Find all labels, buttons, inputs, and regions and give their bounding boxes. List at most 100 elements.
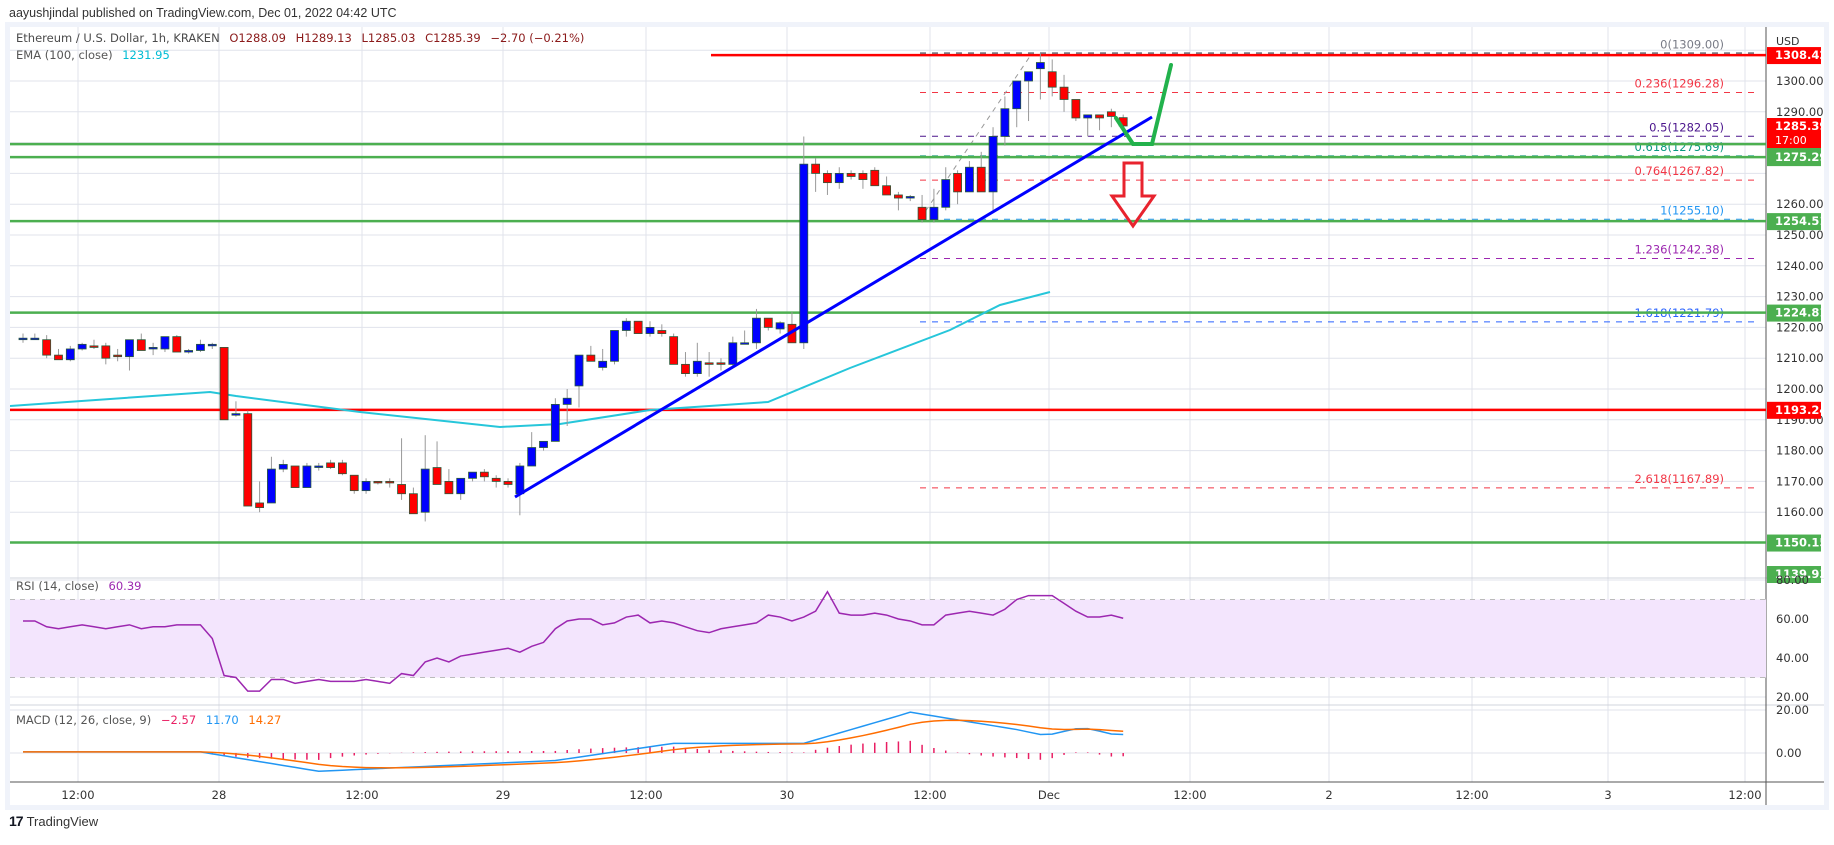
rsi-tick: 20.00 [1776, 690, 1809, 704]
price-tick: 1170.00 [1776, 474, 1824, 488]
candle-body [18, 337, 28, 341]
candle-body [361, 480, 371, 492]
candle-body [479, 471, 489, 478]
symbol-legend: Ethereum / U.S. Dollar, 1h, KRAKEN O1288… [16, 31, 590, 45]
level-price-tag [1767, 401, 1821, 419]
price-chart[interactable]: 0(1309.00) 0.236(1296.28) 0.5(1282.05) 0.61… [10, 27, 1824, 805]
candle-body [1035, 62, 1045, 70]
bullish-arrow-icon [1114, 63, 1173, 146]
candle-body [136, 339, 146, 351]
level-price-tag [1767, 304, 1821, 322]
price-tick: 1210.00 [1776, 351, 1824, 365]
candle-body [669, 336, 679, 365]
candle-body [586, 354, 596, 362]
level-price-tag-text: 1193.24 [1775, 403, 1824, 417]
ohlc-change: −2.70 (−0.21%) [490, 31, 585, 45]
candle-body [941, 179, 951, 208]
fib-level-label: 0.618(1275.69) [1635, 140, 1724, 154]
ohlc-close: C1285.39 [425, 31, 481, 45]
candle-body [125, 339, 134, 358]
level-price-tag-text: 1308.42 [1775, 48, 1824, 62]
candle-body [1012, 80, 1022, 110]
candle-body [54, 354, 63, 361]
candle-body [148, 347, 158, 350]
candle-body [160, 336, 170, 350]
candle-body [929, 206, 939, 220]
fib-level-label: 1(1255.10) [1660, 203, 1724, 217]
candle-body [1083, 114, 1093, 119]
candle-body [1095, 114, 1104, 119]
candle-body [704, 362, 714, 365]
price-tick: 1260.00 [1776, 197, 1824, 211]
rsi-label: RSI (14, close) [16, 579, 99, 593]
candle-body [976, 166, 986, 193]
ema-legend: EMA (100, close) 1231.95 [16, 48, 176, 62]
candle-body [917, 206, 927, 220]
time-tick: 12:00 [629, 788, 662, 802]
candle-body [42, 339, 52, 356]
candle-body [302, 465, 312, 488]
candle-body [633, 320, 643, 334]
candle-body [527, 447, 537, 467]
candle-body [172, 336, 182, 353]
candle-body [539, 440, 548, 448]
candle-body [574, 354, 584, 387]
trendline[interactable] [514, 115, 1153, 499]
candle-body [988, 136, 998, 193]
macd-label: MACD (12, 26, close, 9) [16, 713, 152, 727]
candle-body [681, 363, 690, 374]
candle-body [1059, 86, 1069, 100]
level-price-tag-text: 1150.15 [1775, 536, 1824, 550]
time-tick: 12:00 [61, 788, 94, 802]
candle-body [858, 172, 868, 180]
candle-body [562, 397, 572, 405]
symbol-label: Ethereum / U.S. Dollar, 1h, KRAKEN [16, 31, 220, 45]
candle-body [30, 337, 40, 341]
candle-body [408, 493, 418, 515]
level-price-tag-text: 1275.29 [1775, 150, 1824, 164]
candle-body [255, 502, 265, 508]
chart-area[interactable]: 0(1309.00) 0.236(1296.28) 0.5(1282.05) 0.61… [10, 27, 1824, 805]
candle-body [763, 317, 773, 328]
fib-level-label: 0(1309.00) [1660, 37, 1724, 51]
candle-body [894, 194, 903, 199]
candle-body [349, 474, 359, 492]
candle-body [823, 172, 832, 184]
fib-level-label: 0.236(1296.28) [1635, 76, 1724, 90]
candle-body [882, 185, 891, 196]
candle-body [113, 354, 123, 358]
level-price-tag [1767, 149, 1821, 167]
rsi-tick: 80.00 [1776, 573, 1809, 587]
candle-body [1000, 108, 1010, 137]
candle-body [1024, 71, 1033, 82]
fib-level-label: 1.236(1242.38) [1635, 242, 1724, 256]
candle-body [432, 467, 442, 485]
candle-body [278, 464, 288, 470]
candle-body [834, 172, 844, 184]
footer: 17 TradingView [9, 813, 98, 829]
countdown-text: 17:00 [1775, 134, 1807, 147]
level-price-tag-text: 1254.51 [1775, 214, 1824, 228]
candle-body [207, 343, 217, 347]
publish-info: aayushjindal published on TradingView.co… [9, 6, 397, 20]
candle-body [953, 172, 962, 193]
candle-body [101, 345, 111, 359]
ema-label: EMA (100, close) [16, 48, 113, 62]
fib-level-label: 0.5(1282.05) [1649, 120, 1724, 134]
candle-body [338, 462, 347, 475]
time-tick: 12:00 [913, 788, 946, 802]
brand-label: TradingView [26, 813, 99, 829]
current-price-tag [1767, 117, 1821, 148]
time-tick: 12:00 [1728, 788, 1761, 802]
candle-body [799, 163, 809, 344]
candle-body [373, 480, 383, 484]
candle-body [811, 163, 821, 174]
candle-body [752, 317, 761, 344]
ohlc-low: L1285.03 [361, 31, 416, 45]
level-price-tag [1767, 213, 1821, 231]
candle-body [184, 350, 194, 353]
price-tick: 1220.00 [1776, 320, 1824, 334]
candle-body [231, 413, 241, 416]
rsi-legend: RSI (14, close) 60.39 [16, 579, 147, 593]
candle-body [1106, 111, 1116, 117]
